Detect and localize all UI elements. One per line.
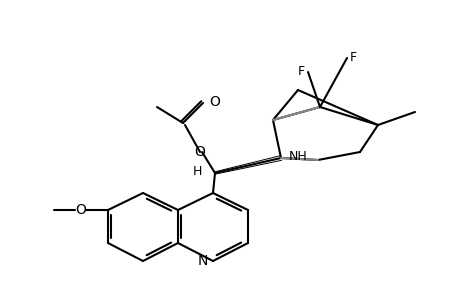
Text: N: N — [197, 254, 207, 268]
Text: H: H — [192, 164, 202, 178]
Text: O: O — [194, 145, 205, 159]
Text: F: F — [297, 64, 304, 77]
Text: F: F — [349, 50, 356, 64]
Text: O: O — [208, 95, 219, 109]
Text: O: O — [75, 203, 86, 217]
Text: NH: NH — [288, 149, 307, 163]
